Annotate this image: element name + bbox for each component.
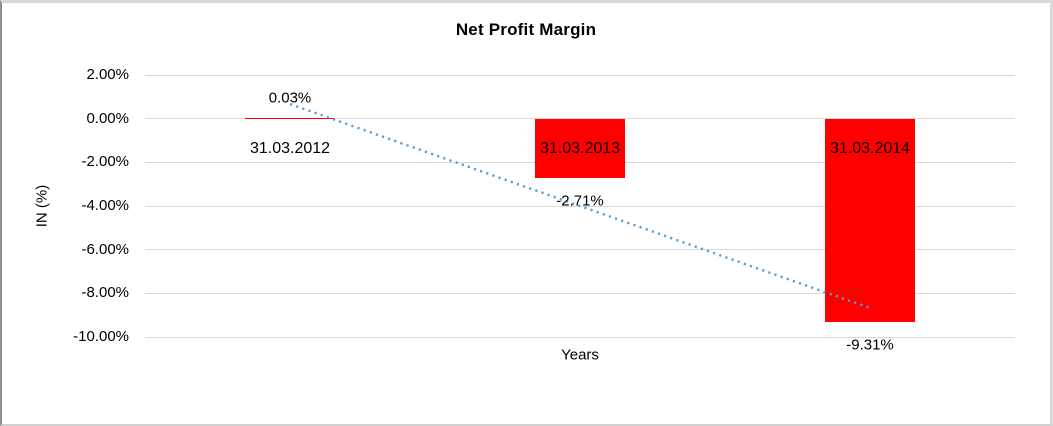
y-tick-label: -8.00% xyxy=(81,284,129,302)
chart-title: Net Profit Margin xyxy=(455,20,597,39)
category-label: 31.03.2012 xyxy=(249,139,331,157)
y-tick-label: -2.00% xyxy=(81,153,129,171)
data-label: 0.03% xyxy=(268,89,312,107)
category-label: 31.03.2013 xyxy=(539,139,621,157)
y-tick-label: -4.00% xyxy=(81,197,129,214)
y-tick-label: -6.00% xyxy=(81,240,129,258)
trendline-line xyxy=(289,102,871,310)
data-label: -9.31% xyxy=(846,336,894,354)
plot-area: 31.03.2012 0.03% 31.03.2013 -2.71% 31.03.201… xyxy=(145,74,1015,353)
bar-31.03.2012 xyxy=(245,118,335,119)
y-tick-label: 0.00% xyxy=(86,109,129,127)
gridline xyxy=(145,74,1015,76)
bars-layer xyxy=(145,75,1015,337)
category-label: 31.03.2014 xyxy=(829,139,911,157)
gridline xyxy=(145,292,1015,294)
y-tick-label: 2.00% xyxy=(86,66,129,83)
bar-31.03.2014 xyxy=(825,118,915,322)
trendline xyxy=(289,102,871,310)
y-tick-label: -10.00% xyxy=(73,328,129,345)
gridline xyxy=(145,336,1015,338)
gridline xyxy=(145,249,1015,251)
bar-31.03.2013 xyxy=(535,118,625,178)
data-label: -2.71% xyxy=(556,192,604,210)
x-axis-title: Years xyxy=(561,346,599,364)
